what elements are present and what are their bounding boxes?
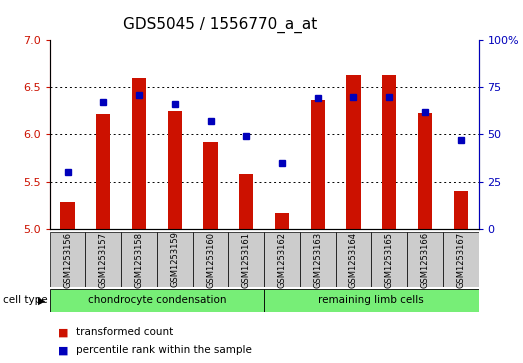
Bar: [275, 213, 289, 229]
Text: GSM1253162: GSM1253162: [278, 232, 287, 287]
Text: remaining limb cells: remaining limb cells: [319, 295, 424, 305]
Bar: [50, 232, 85, 287]
Text: GSM1253160: GSM1253160: [206, 232, 215, 287]
Text: GSM1253159: GSM1253159: [170, 232, 179, 287]
Bar: [418, 113, 432, 229]
Text: percentile rank within the sample: percentile rank within the sample: [76, 345, 252, 355]
Text: GSM1253164: GSM1253164: [349, 232, 358, 287]
Text: ■: ■: [58, 345, 68, 355]
Bar: [61, 202, 75, 229]
Bar: [229, 232, 264, 287]
Text: GDS5045 / 1556770_a_at: GDS5045 / 1556770_a_at: [122, 16, 317, 33]
Bar: [132, 78, 146, 229]
Bar: [167, 111, 182, 229]
Text: chondrocyte condensation: chondrocyte condensation: [88, 295, 226, 305]
Bar: [203, 142, 218, 229]
Bar: [346, 75, 360, 229]
Text: GSM1253165: GSM1253165: [385, 232, 394, 287]
Bar: [407, 232, 443, 287]
Bar: [121, 232, 157, 287]
Text: GSM1253163: GSM1253163: [313, 232, 322, 287]
Bar: [264, 289, 479, 312]
Bar: [311, 100, 325, 229]
Bar: [50, 289, 264, 312]
Bar: [300, 232, 336, 287]
Text: ▶: ▶: [38, 295, 46, 305]
Bar: [336, 232, 371, 287]
Bar: [239, 174, 253, 229]
Text: GSM1253167: GSM1253167: [456, 232, 465, 287]
Bar: [371, 232, 407, 287]
Bar: [85, 232, 121, 287]
Bar: [264, 232, 300, 287]
Text: GSM1253166: GSM1253166: [420, 232, 429, 287]
Text: ■: ■: [58, 327, 68, 337]
Bar: [453, 191, 468, 229]
Bar: [157, 232, 192, 287]
Bar: [382, 75, 396, 229]
Text: cell type: cell type: [3, 295, 47, 305]
Bar: [443, 232, 479, 287]
Text: GSM1253158: GSM1253158: [134, 232, 143, 287]
Text: GSM1253157: GSM1253157: [99, 232, 108, 287]
Bar: [192, 232, 229, 287]
Bar: [96, 114, 110, 229]
Text: transformed count: transformed count: [76, 327, 173, 337]
Text: GSM1253161: GSM1253161: [242, 232, 251, 287]
Text: GSM1253156: GSM1253156: [63, 232, 72, 287]
